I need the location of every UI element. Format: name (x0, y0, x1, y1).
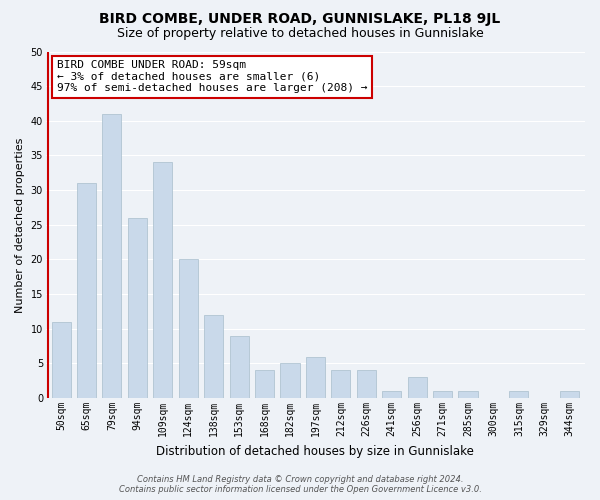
Bar (433, 391, 452, 398)
Bar (52, 322, 71, 398)
Bar (255, 370, 274, 398)
Bar (509, 391, 529, 398)
Bar (204, 315, 223, 398)
Bar (153, 162, 172, 398)
Bar (128, 218, 147, 398)
Bar (331, 370, 350, 398)
Text: BIRD COMBE UNDER ROAD: 59sqm
← 3% of detached houses are smaller (6)
97% of semi: BIRD COMBE UNDER ROAD: 59sqm ← 3% of det… (56, 60, 367, 94)
Bar (560, 391, 579, 398)
X-axis label: Distribution of detached houses by size in Gunnislake: Distribution of detached houses by size … (157, 444, 475, 458)
Bar (230, 336, 248, 398)
Text: Size of property relative to detached houses in Gunnislake: Size of property relative to detached ho… (116, 28, 484, 40)
Bar (280, 364, 299, 398)
Bar (357, 370, 376, 398)
Text: Contains HM Land Registry data © Crown copyright and database right 2024.
Contai: Contains HM Land Registry data © Crown c… (119, 474, 481, 494)
Text: BIRD COMBE, UNDER ROAD, GUNNISLAKE, PL18 9JL: BIRD COMBE, UNDER ROAD, GUNNISLAKE, PL18… (100, 12, 500, 26)
Bar (179, 260, 198, 398)
Bar (458, 391, 478, 398)
Bar (382, 391, 401, 398)
Bar (407, 378, 427, 398)
Bar (306, 356, 325, 398)
Bar (77, 183, 96, 398)
Bar (103, 114, 121, 398)
Y-axis label: Number of detached properties: Number of detached properties (15, 137, 25, 312)
